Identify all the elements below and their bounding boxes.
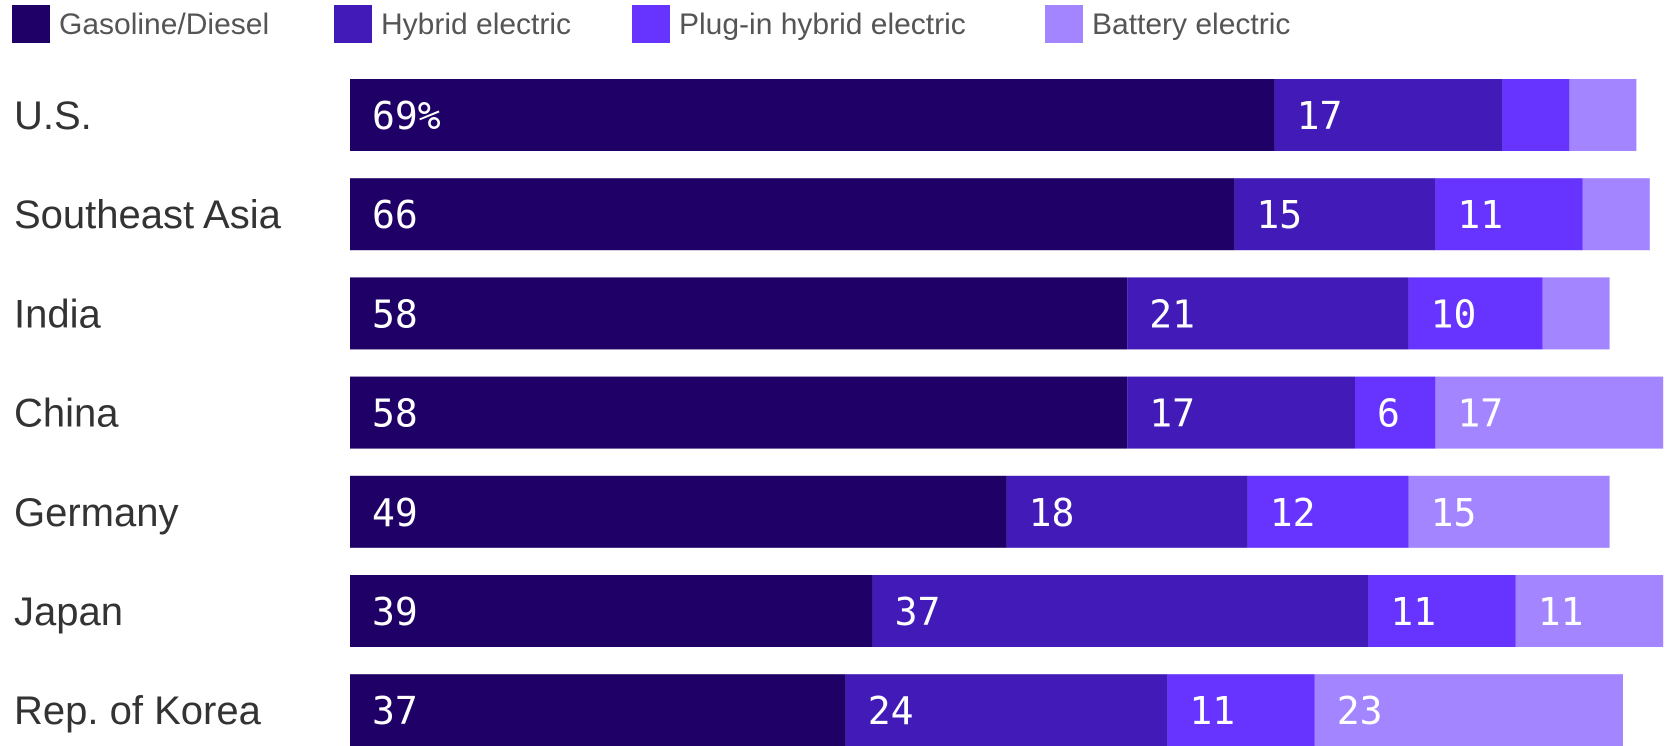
bar-segment-hybrid-electric	[845, 674, 1168, 746]
data-label: 37	[372, 689, 418, 733]
legend-label: Battery electric	[1092, 8, 1290, 41]
category-label: Germany	[14, 491, 179, 535]
legend-label: Hybrid electric	[381, 8, 571, 41]
bar-segment-battery-electric	[1314, 674, 1623, 746]
legend-swatch	[1045, 5, 1083, 43]
bar-segment-gasoline-diesel	[350, 277, 1128, 350]
bar-segment-battery-electric	[1408, 475, 1610, 548]
bar-segment-plug-in-hybrid-electric	[1355, 376, 1436, 449]
bar-segment-battery-electric	[1542, 277, 1610, 350]
category-label: China	[14, 392, 119, 436]
bar-segment-battery-electric	[1435, 376, 1664, 449]
bar-segment-hybrid-electric	[1006, 475, 1248, 548]
bar-segment-gasoline-diesel	[350, 178, 1235, 251]
legend-item-gasoline-diesel: Gasoline/Diesel	[12, 5, 269, 43]
data-label: 49	[372, 491, 418, 535]
bar-segment-plug-in-hybrid-electric	[1167, 674, 1315, 746]
legend-swatch	[12, 5, 50, 43]
bar-segment-hybrid-electric	[1127, 277, 1409, 350]
data-label: 15	[1431, 491, 1477, 535]
data-label: 58	[372, 292, 418, 336]
data-label: 12	[1270, 491, 1316, 535]
legend-item-battery-electric: Battery electric	[1045, 5, 1290, 43]
bar-row-u-s: U.S. 69% 17	[14, 79, 1637, 151]
bar-segment-plug-in-hybrid-electric	[1368, 575, 1516, 647]
bar-row-southeast-asia: Southeast Asia 66 15 11	[14, 178, 1650, 251]
legend-label: Gasoline/Diesel	[59, 8, 269, 41]
bar-row-germany: Germany 49 18 12 15	[14, 475, 1610, 548]
bar-row-india: India 58 21 10	[14, 277, 1610, 350]
legend-item-hybrid-electric: Hybrid electric	[334, 5, 571, 43]
bar-row-japan: Japan 39 37 11 11	[14, 575, 1664, 647]
bar-segment-hybrid-electric	[872, 575, 1369, 647]
data-label: 17	[1457, 392, 1503, 436]
bar-segment-gasoline-diesel	[350, 674, 846, 746]
bar-segment-battery-electric	[1582, 178, 1650, 251]
data-label: 11	[1189, 689, 1235, 733]
bar-segment-gasoline-diesel	[350, 376, 1128, 449]
data-label: 10	[1431, 292, 1477, 336]
data-label: 6	[1377, 392, 1400, 436]
category-label: Japan	[14, 590, 123, 634]
bar-row-china: China 58 17 6 17	[14, 376, 1664, 449]
bar-segment-plug-in-hybrid-electric	[1247, 475, 1409, 548]
bar-segment-plug-in-hybrid-electric	[1435, 178, 1583, 251]
legend-swatch	[632, 5, 670, 43]
data-label: 11	[1457, 193, 1503, 237]
data-label: 21	[1149, 292, 1195, 336]
category-label: India	[14, 292, 101, 336]
data-label: 11	[1390, 590, 1436, 634]
legend-label: Plug-in hybrid electric	[679, 8, 966, 41]
category-label: Southeast Asia	[14, 193, 282, 237]
data-label: 18	[1029, 491, 1075, 535]
bar-row-rep-of-korea: Rep. of Korea 37 24 11 23	[14, 674, 1623, 746]
data-label: 15	[1256, 193, 1302, 237]
legend-swatch	[334, 5, 372, 43]
data-label: 24	[868, 689, 914, 733]
data-label: 17	[1297, 94, 1343, 138]
data-label: 17	[1149, 392, 1195, 436]
data-label: 39	[372, 590, 418, 634]
bar-segment-hybrid-electric	[1234, 178, 1436, 251]
bar-segment-hybrid-electric	[1274, 79, 1503, 151]
data-label: 66	[372, 193, 418, 237]
bar-segment-gasoline-diesel	[350, 475, 1007, 548]
bar-segment-gasoline-diesel	[350, 79, 1275, 151]
data-label: 23	[1337, 689, 1383, 733]
data-label: 69%	[372, 94, 441, 138]
legend-item-plug-in-hybrid-electric: Plug-in hybrid electric	[632, 5, 966, 43]
chart-rows: U.S. 69% 17 Southeast Asia 66 15 11 India 58 21 10…	[14, 79, 1664, 746]
bar-segment-battery-electric	[1515, 575, 1664, 647]
bar-segment-hybrid-electric	[1127, 376, 1355, 449]
chart-legend: Gasoline/Diesel Hybrid electric Plug-in hy…	[12, 5, 1290, 43]
bar-segment-plug-in-hybrid-electric	[1502, 79, 1570, 151]
category-label: U.S.	[14, 94, 92, 138]
bar-segment-plug-in-hybrid-electric	[1408, 277, 1543, 350]
data-label: 58	[372, 392, 418, 436]
category-label: Rep. of Korea	[14, 689, 262, 733]
data-label: 11	[1538, 590, 1584, 634]
bar-segment-battery-electric	[1569, 79, 1637, 151]
data-label: 37	[895, 590, 941, 634]
bar-segment-gasoline-diesel	[350, 575, 873, 647]
